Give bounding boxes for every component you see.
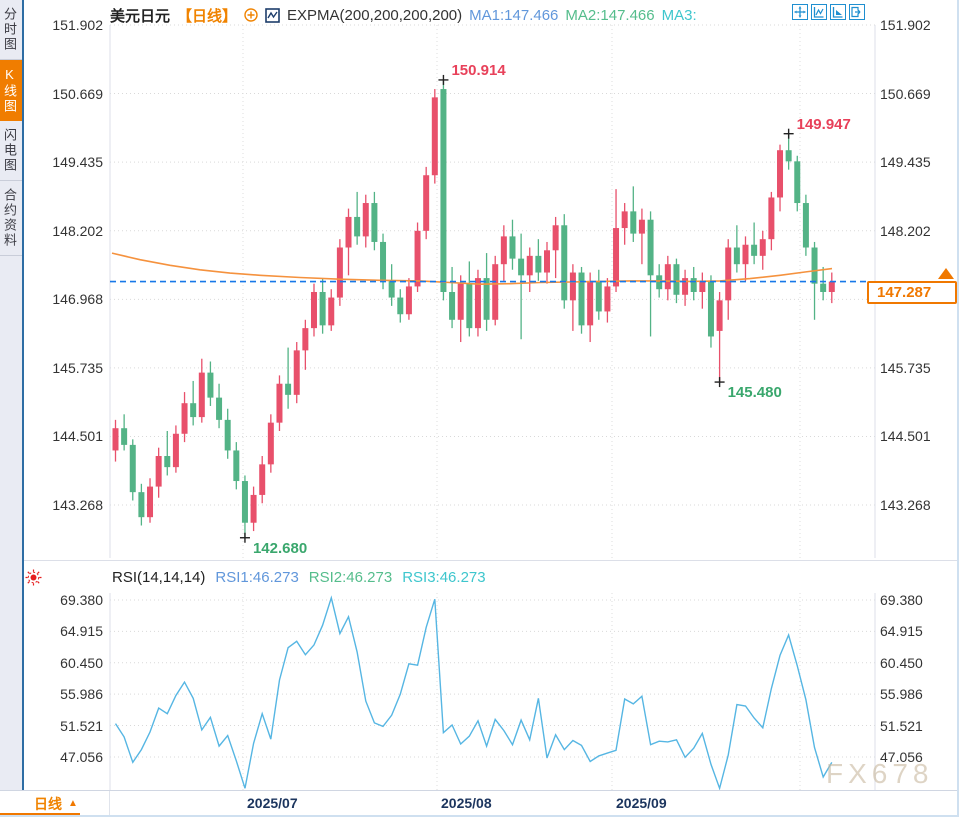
ma1-value: MA1:147.466 (469, 6, 559, 24)
rsi-axis-label-right: 47.056 (880, 748, 923, 765)
x-tick-2025-07: 2025/07 (247, 795, 298, 811)
rsi-axis-label-right: 60.450 (880, 654, 923, 671)
period-selector[interactable]: 日线 ▲ (24, 791, 110, 815)
period-tag: 【日线】 (177, 7, 238, 25)
price-axis-label-right: 149.435 (880, 154, 931, 171)
period-selector-label: 日线 (34, 795, 62, 812)
price-axis-label-right: 144.501 (880, 428, 931, 445)
time-axis-bar: 日线 ▲ 2025/07 2025/08 2025/09 (0, 790, 957, 815)
chart-toolbar (792, 4, 865, 20)
rsi-axis-label-left: 55.986 (60, 686, 103, 703)
indicator-window-icon[interactable] (811, 4, 827, 20)
price-axis-label-right: 150.669 (880, 85, 931, 102)
price-axis-label-left: 146.968 (52, 291, 103, 308)
low-annotation-145480: 145.480 (727, 384, 782, 402)
price-axis-label-left: 148.202 (52, 222, 103, 239)
price-axis-label-left: 145.735 (52, 359, 103, 376)
rsi-axis-label-left: 60.450 (60, 654, 103, 671)
rsi-axis-label-right: 55.986 (880, 686, 923, 703)
sidebar-tab-time-chart[interactable]: 分时图 (0, 0, 22, 60)
ma2-value: MA2:147.466 (565, 6, 655, 24)
chart-type-sidebar: 分时图 K线图 闪电图 合约资料 (0, 0, 24, 815)
rsi-axis-label-right: 64.915 (880, 623, 923, 640)
export-right-icon[interactable] (849, 4, 865, 20)
rsi-axis-label-right: 69.380 (880, 592, 923, 608)
add-indicator-icon[interactable] (244, 8, 258, 22)
period-underline (0, 813, 80, 815)
high-annotation-150914: 150.914 (451, 61, 506, 79)
price-axis-label-left: 150.669 (52, 85, 103, 102)
last-price-tag: 147.287 (867, 281, 957, 304)
price-axis-label-left: 151.902 (52, 17, 103, 33)
sidebar-tab-lightning-chart[interactable]: 闪电图 (0, 121, 22, 181)
caret-up-icon: ▲ (68, 798, 78, 809)
rsi-axis-label-right: 51.521 (880, 717, 923, 734)
rsi-axis-label-left: 51.521 (60, 717, 103, 734)
chart-play-icon[interactable] (830, 4, 846, 20)
price-axis-label-right: 145.735 (880, 359, 931, 376)
indicator-label: EXPMA(200,200,200,200) (287, 6, 463, 24)
sidebar-tab-kline-chart[interactable]: K线图 (0, 60, 22, 121)
indicator-settings-icon[interactable] (25, 569, 42, 591)
rsi-axis-label-left: 69.380 (60, 592, 103, 608)
low-annotation-142680: 142.680 (252, 539, 308, 557)
rsi1-value: RSI1:46.273 (215, 569, 299, 586)
x-tick-2025-08: 2025/08 (441, 795, 492, 811)
x-tick-2025-09: 2025/09 (616, 795, 667, 811)
high-annotation-149947: 149.947 (796, 115, 851, 133)
rsi-title: RSI(14,14,14) (112, 569, 206, 586)
rsi-axis-label-left: 47.056 (60, 748, 103, 765)
price-axis-label-left: 144.501 (52, 428, 103, 445)
rsi2-value: RSI2:46.273 (308, 569, 393, 586)
rsi-header: RSI(14,14,14) RSI1:46.273 RSI2:46.273 RS… (112, 569, 486, 586)
sidebar-tab-contract-info[interactable]: 合约资料 (0, 181, 22, 256)
crosshair-move-icon[interactable] (792, 4, 808, 20)
ma3-value: MA3: (661, 6, 697, 24)
price-axis-label-left: 143.268 (52, 497, 103, 514)
price-axis-label-left: 149.435 (52, 154, 103, 171)
chart-header: 美元日元 【日线】 EXPMA(200,200,200,200) MA1:147… (110, 3, 697, 27)
rsi3-value: RSI3:46.273 (402, 569, 486, 586)
price-up-arrow-icon (938, 268, 954, 279)
price-axis-label-right: 148.202 (880, 222, 931, 239)
price-axis-label-right: 143.268 (880, 497, 931, 514)
symbol-title: 美元日元 (110, 7, 171, 25)
indicator-chart-icon[interactable] (265, 7, 280, 23)
fx678-watermark: FX678 (826, 758, 934, 789)
last-price-value: 147.287 (877, 284, 932, 301)
price-axis-label-right: 151.902 (880, 17, 931, 33)
rsi-axis-label-left: 64.915 (60, 623, 103, 640)
